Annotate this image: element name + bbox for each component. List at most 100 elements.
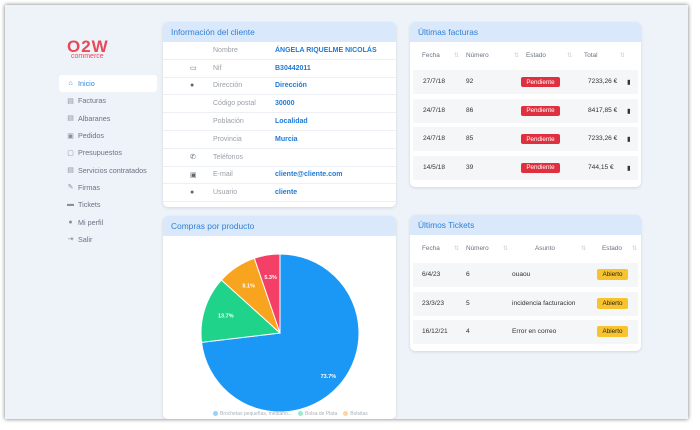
- email-icon: ▣: [190, 171, 197, 179]
- nav-item-salir[interactable]: ⇥ Salir: [59, 231, 157, 248]
- nav-item-label: Salir: [78, 234, 93, 244]
- order-icon: ▣: [67, 132, 74, 140]
- client-field-value: Dirección: [275, 82, 307, 90]
- status-badge: Pendiente: [521, 162, 560, 173]
- pie-slice-label: 13.7%: [218, 314, 234, 320]
- invoice-date: 24/7/18: [423, 106, 445, 114]
- invoices-header-total[interactable]: Total: [584, 52, 598, 59]
- ticket-subject: ouaou: [512, 271, 531, 278]
- pie-slice-label: 5.3%: [264, 275, 277, 281]
- client-field-value: cliente@cliente.com: [275, 171, 343, 179]
- legend-swatch: [298, 411, 303, 417]
- client-field-value: 30000: [275, 100, 295, 108]
- delivery-note-icon: ▤: [67, 115, 74, 123]
- location-pin-icon: ●: [190, 82, 195, 90]
- client-row: ✆ Teléfonos: [163, 149, 396, 167]
- status-badge: Abierto: [597, 326, 628, 337]
- download-pdf-icon[interactable]: ▮: [627, 107, 631, 115]
- nav-item-albaranes[interactable]: ▤ Albaranes: [59, 110, 157, 127]
- client-row: Población Localidad: [163, 113, 396, 131]
- nav-item-mi-perfil[interactable]: ● Mi perfil: [59, 213, 157, 230]
- invoice-row[interactable]: 27/7/18 92 Pendiente 7233,26 € ▮: [413, 70, 638, 94]
- ticket-row[interactable]: 23/3/23 5 incidencia facturacion Abierto: [413, 291, 638, 316]
- logo-mark: O2W: [67, 37, 109, 56]
- logo-subtitle: commerce: [71, 53, 104, 60]
- sort-icon[interactable]: ⇅: [632, 246, 638, 252]
- tickets-header-numero[interactable]: Número: [466, 245, 489, 252]
- client-field-label: Nombre: [213, 46, 238, 54]
- nav-item-label: Inicio: [78, 79, 95, 89]
- nav-item-label: Albaranes: [78, 113, 111, 123]
- sort-icon[interactable]: ⇅: [620, 53, 626, 59]
- tickets-header-estado[interactable]: Estado: [602, 245, 622, 252]
- tickets-header-fecha[interactable]: Fecha: [422, 245, 440, 252]
- invoice-icon: ▤: [67, 97, 74, 105]
- client-field-label: Usuario: [213, 189, 238, 197]
- client-field-label: Código postal: [213, 100, 256, 108]
- sort-icon[interactable]: ⇅: [454, 246, 460, 252]
- ticket-row[interactable]: 16/12/21 4 Error en correo Abierto: [413, 320, 638, 344]
- invoice-total: 7233,26 €: [588, 78, 618, 85]
- client-row: ● Usuario cliente: [163, 184, 396, 203]
- sidebar-nav: ⌂ Inicio ▤ Facturas ▤ Albaranes ▣ Pedidos ▢ Presu…: [59, 75, 157, 248]
- client-row: Nombre ÁNGELA RIQUELME NICOLÁS: [163, 42, 396, 60]
- legend-entry[interactable]: Brochetas pequeñas, mediano...: [220, 411, 292, 417]
- client-field-label: Teléfonos: [213, 153, 243, 161]
- invoice-date: 14/5/18: [423, 163, 445, 171]
- nav-item-servicios-contratados[interactable]: ▤ Servicios contratados: [59, 161, 157, 178]
- invoices-header-numero[interactable]: Número: [466, 52, 489, 59]
- invoice-row[interactable]: 14/5/18 39 Pendiente 744,15 € ▮: [413, 155, 638, 180]
- brand-logo[interactable]: O2W commerce: [67, 38, 117, 64]
- pie-chart: 73.7% 13.7% 8.1% 5.3%: [200, 253, 360, 412]
- sort-icon[interactable]: ⇅: [503, 246, 509, 252]
- invoices-header-estado[interactable]: Estado: [526, 52, 546, 59]
- ticket-row[interactable]: 6/4/23 6 ouaou Abierto: [413, 263, 638, 287]
- nav-item-facturas[interactable]: ▤ Facturas: [59, 92, 157, 109]
- sidebar: O2W commerce ⌂ Inicio ▤ Facturas ▤ Albaranes ▣…: [5, 5, 163, 419]
- tickets-header-asunto[interactable]: Asunto: [535, 245, 555, 252]
- download-pdf-icon[interactable]: ▮: [627, 79, 631, 86]
- nav-item-tickets[interactable]: ▬ Tickets: [59, 196, 157, 213]
- legend-entry[interactable]: Bolsa de Plata: [305, 411, 338, 417]
- client-field-label: Dirección: [213, 82, 243, 90]
- sort-icon[interactable]: ⇅: [581, 246, 587, 252]
- nav-item-inicio[interactable]: ⌂ Inicio: [59, 75, 157, 93]
- ticket-number: 6: [466, 271, 470, 278]
- invoice-total: 8417,85 €: [588, 106, 618, 114]
- invoice-row[interactable]: 24/7/18 86 Pendiente 8417,85 € ▮: [413, 98, 638, 123]
- client-row: ● Dirección Dirección: [163, 78, 396, 96]
- signature-icon: ✎: [67, 184, 74, 192]
- invoice-number: 86: [466, 106, 474, 114]
- invoices-header-fecha[interactable]: Fecha: [422, 52, 440, 59]
- sort-icon[interactable]: ⇅: [567, 53, 573, 59]
- nav-item-label: Mi perfil: [78, 217, 104, 227]
- invoice-row[interactable]: 24/7/18 85 Pendiente 7233,26 € ▮: [413, 127, 638, 151]
- legend-entry[interactable]: Bolsitas: [350, 411, 368, 417]
- nav-item-firmas[interactable]: ✎ Firmas: [59, 179, 157, 196]
- chart-legend: Brochetas pequeñas, mediano... Bolsa de P…: [207, 411, 368, 417]
- ticket-icon: ▬: [67, 201, 74, 209]
- nav-item-pedidos[interactable]: ▣ Pedidos: [59, 127, 157, 144]
- invoice-number: 85: [466, 135, 474, 142]
- sort-icon[interactable]: ⇅: [454, 53, 460, 59]
- client-row: Provincia Murcia: [163, 131, 396, 149]
- pie-slice[interactable]: [253, 253, 281, 334]
- purchases-chart-card: Compras por producto 73.7% 13.7% 8.1% 5.3% …: [163, 216, 396, 419]
- status-badge: Pendiente: [521, 134, 560, 144]
- invoices-card: Últimas facturas Fecha ⇅ Número ⇅ Estado…: [410, 22, 641, 187]
- invoice-total: 744,15 €: [588, 163, 614, 171]
- client-field-label: E-mail: [213, 171, 233, 179]
- download-pdf-icon[interactable]: ▮: [627, 164, 631, 172]
- sort-icon[interactable]: ⇅: [514, 53, 520, 59]
- budget-icon: ▢: [67, 149, 74, 157]
- nav-item-label: Firmas: [78, 182, 100, 192]
- download-pdf-icon[interactable]: ▮: [627, 136, 631, 143]
- nav-item-label: Pedidos: [78, 131, 104, 141]
- nav-item-presupuestos[interactable]: ▢ Presupuestos: [59, 144, 157, 161]
- services-icon: ▤: [67, 167, 74, 175]
- phone-icon: ✆: [190, 154, 196, 162]
- logout-icon: ⇥: [67, 236, 74, 244]
- nav-item-label: Tickets: [78, 200, 101, 210]
- client-field-label: Nif: [213, 64, 222, 72]
- pie-slice[interactable]: [200, 279, 282, 343]
